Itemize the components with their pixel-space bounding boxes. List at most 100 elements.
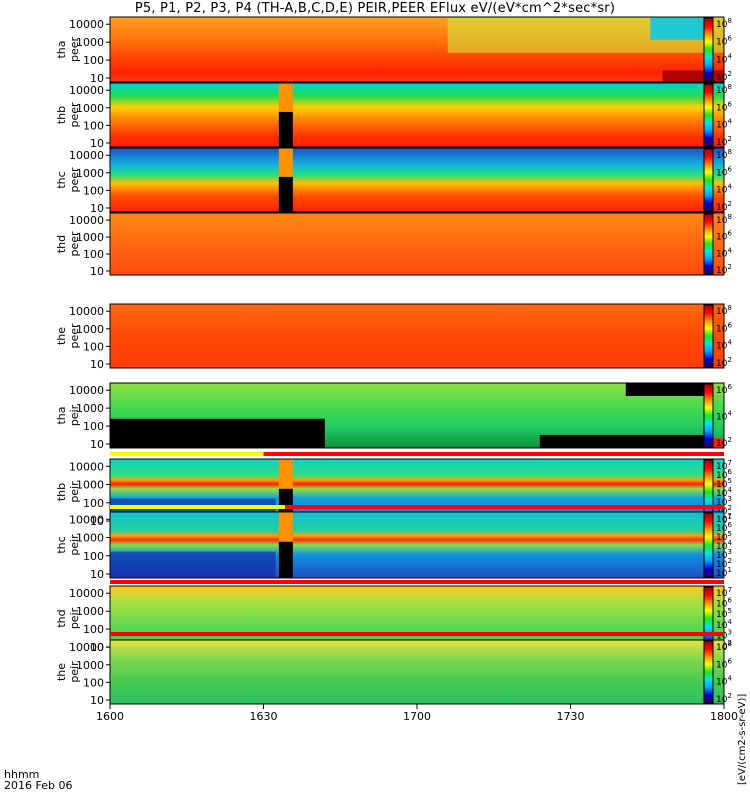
panel-label-line1: the [55, 663, 68, 681]
x-tick-label: 1700 [403, 710, 431, 723]
y-tick-label: 100 [83, 623, 104, 636]
panel-thc_peir: 10100100010000thcpeir1011021031041051061… [55, 505, 732, 581]
y-tick-label: 10 [90, 358, 104, 371]
colorbar-thd_peer [703, 213, 714, 275]
spectrogram-the_peer [110, 304, 724, 368]
panel-frame [109, 511, 725, 579]
feature [705, 438, 724, 448]
mode-flag-red [110, 632, 724, 636]
y-tick-label: 1000 [76, 532, 104, 545]
colorbar-tick-label: 106 [716, 230, 732, 243]
colorbar-tick-label: 108 [716, 213, 732, 226]
y-tick-label: 10000 [69, 513, 104, 526]
panel-label-line1: thb [55, 106, 68, 124]
colorbar-tick-label: 106 [716, 521, 732, 534]
colorbar-tick-label: 108 [716, 148, 732, 161]
panel-label-line2: peer [68, 102, 81, 128]
colorbar-tick-label: 105 [716, 477, 732, 490]
colorbar-units-text: [eV/(cm2-s-sr-eV)] [737, 693, 748, 785]
panel-label-line1: thc [55, 171, 68, 188]
y-tick-label: 10000 [69, 641, 104, 654]
panel-label-line1: tha [55, 406, 68, 424]
colorbar-tick-label: 104 [716, 410, 732, 423]
colorbar-tick-label: 108 [716, 640, 732, 653]
panel-label-tha_peir: thapeir [55, 404, 81, 426]
y-tick-label: 100 [83, 340, 104, 353]
panel-label-line2: peer [68, 37, 81, 63]
panel-label-line2: peir [68, 661, 81, 683]
y-tick-label: 1000 [76, 659, 104, 672]
colorbar-tick-label: 104 [716, 618, 732, 631]
colorbar-units-label: [eV/(cm2-s-sr-eV)] [736, 0, 750, 800]
colorbar-tick-label: 105 [716, 607, 732, 620]
panel-label-line1: thc [55, 536, 68, 553]
panel-frame [109, 147, 725, 213]
panel-label-line1: thd [55, 235, 68, 253]
data-gap [278, 541, 293, 578]
spectrogram-thc_peer [110, 148, 724, 212]
y-tick-label: 1000 [76, 102, 104, 115]
panel-label-line2: peer [68, 323, 81, 349]
y-tick-label: 1000 [76, 36, 104, 49]
data-gap-top [278, 459, 293, 489]
panel-label-thb_peer: thbpeer [55, 102, 81, 128]
panel-label-tha_peer: thapeer [55, 37, 81, 63]
panel-label-line1: tha [55, 40, 68, 58]
panel-frame [109, 303, 725, 369]
colorbar-tick-label: 102 [716, 200, 732, 213]
colorbar-tick-label: 104 [716, 539, 732, 552]
panel-label-line1: thd [55, 609, 68, 627]
y-tick-label: 100 [83, 184, 104, 197]
figure-title: P5, P1, P2, P3, P4 (TH-A,B,C,D,E) PEIR,P… [134, 1, 616, 16]
data-gap-top [278, 148, 293, 177]
panel-frame [109, 212, 725, 276]
colorbar-tick-label: 108 [716, 304, 732, 317]
x-tick-label: 1630 [250, 710, 278, 723]
y-tick-label: 10000 [69, 384, 104, 397]
colorbar-tick-label: 102 [716, 557, 732, 570]
colorbar-tick-label: 106 [716, 35, 732, 48]
y-tick-label: 1000 [76, 479, 104, 492]
data-gap [278, 176, 293, 212]
y-tick-label: 1000 [76, 167, 104, 180]
y-tick-label: 10 [90, 438, 104, 451]
mode-flag-red [284, 505, 724, 509]
spectrogram-thb_peer [110, 83, 724, 147]
colorbar-tick-label: 106 [716, 597, 732, 610]
colorbar-tick-label: 106 [716, 321, 732, 334]
colorbar-tick-label: 102 [716, 356, 732, 369]
colorbar-tha_peir [703, 383, 714, 448]
y-tick-label: 10000 [69, 305, 104, 318]
y-tick-label: 10 [90, 515, 104, 528]
x-tick-label: 1600 [96, 710, 124, 723]
panel-label-line1: the [55, 327, 68, 345]
y-tick-label: 100 [83, 676, 104, 689]
panel-label-the_peir: thepeir [55, 661, 81, 683]
panel-label-line2: peer [68, 231, 81, 257]
y-tick-label: 10000 [69, 587, 104, 600]
mode-flag-yellow [110, 505, 285, 509]
y-tick-label: 10000 [69, 18, 104, 31]
mode-flag-red [110, 580, 724, 584]
colorbar-tick-label: 104 [716, 675, 732, 688]
y-tick-label: 100 [83, 420, 104, 433]
y-tick-label: 10000 [69, 149, 104, 162]
colorbar-tick-label: 102 [716, 692, 732, 705]
y-tick-label: 10 [90, 265, 104, 278]
colorbar-tick-label: 104 [716, 183, 732, 196]
y-tick-label: 10 [90, 568, 104, 581]
feature [539, 435, 706, 448]
colorbar-tick-label: 106 [716, 383, 732, 396]
colorbar-tick-label: 104 [716, 339, 732, 352]
feature [110, 551, 276, 578]
feature [110, 418, 325, 448]
y-tick-label: 1000 [76, 323, 104, 336]
x-tick-label: 1800 [710, 710, 738, 723]
colorbar-thc_peir [703, 512, 714, 578]
colorbar-tick-label: 102 [716, 70, 732, 83]
colorbar-tick-label: 104 [716, 486, 732, 499]
y-tick-label: 100 [83, 119, 104, 132]
